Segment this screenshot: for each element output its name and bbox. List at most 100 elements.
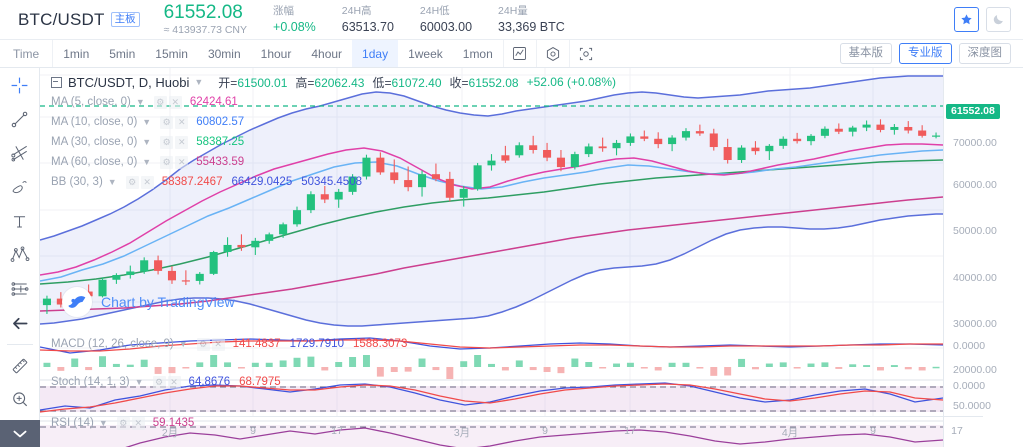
gear-icon[interactable]: ⚙ bbox=[153, 95, 167, 109]
time-axis[interactable]: 2月 9 17 3月 9 17 4月 9 17 bbox=[40, 416, 983, 447]
price-axis[interactable]: 70000.00 60000.00 50000.00 40000.00 3000… bbox=[943, 68, 1023, 447]
price-tick-70000: 70000.00 bbox=[953, 137, 997, 149]
ticker-actions bbox=[954, 7, 1011, 32]
collapse-series-icon[interactable] bbox=[51, 76, 62, 88]
measure-tool-button[interactable] bbox=[0, 349, 40, 383]
ohlc-close: 收=61552.08 bbox=[449, 75, 519, 90]
rsi-panel[interactable] bbox=[40, 421, 943, 447]
gear-icon[interactable]: ⚙ bbox=[160, 115, 174, 129]
tradingview-watermark[interactable]: Chart by TradingView bbox=[62, 287, 235, 317]
collapse-panel-button[interactable] bbox=[0, 420, 40, 447]
crosshair-tool-button[interactable] bbox=[0, 68, 40, 102]
ma10-actions[interactable]: ⚙ ✕ bbox=[160, 115, 189, 129]
snapshot-button[interactable] bbox=[568, 40, 602, 67]
close-icon[interactable]: ✕ bbox=[175, 135, 189, 149]
chart-area[interactable]: 70000.00 60000.00 50000.00 40000.00 3000… bbox=[40, 68, 1023, 447]
pitchfork-tool-button[interactable] bbox=[0, 136, 40, 170]
chevron-down-icon[interactable]: ▼ bbox=[142, 157, 152, 167]
ma5-label: MA (5, close, 0) bbox=[51, 96, 131, 108]
interval-1mon[interactable]: 1mon bbox=[462, 46, 493, 61]
snapshot-icon bbox=[579, 47, 592, 60]
legend-ma5[interactable]: MA (5, close, 0) ▼ ⚙ ✕ 62424.61 bbox=[51, 92, 616, 112]
view-depth-button[interactable]: 深度图 bbox=[958, 43, 1011, 64]
indicator-button[interactable] bbox=[535, 40, 569, 67]
chevron-down-icon[interactable]: ▼ bbox=[135, 97, 145, 107]
chevron-down-icon[interactable]: ▼ bbox=[142, 117, 152, 127]
close-icon[interactable]: ✕ bbox=[131, 416, 145, 430]
bollinger-upper-line bbox=[40, 75, 943, 241]
interval-1hour[interactable]: 1hour bbox=[260, 46, 292, 61]
gear-icon[interactable]: ⚙ bbox=[125, 175, 139, 189]
interval-1week[interactable]: 1week bbox=[408, 46, 443, 61]
indicator-icon bbox=[546, 46, 559, 61]
legend-ma30[interactable]: MA (30, close, 0) ▼ ⚙ ✕ 58387.25 bbox=[51, 132, 616, 152]
chevron-down-icon[interactable]: ▼ bbox=[107, 177, 117, 187]
tradingview-label: Chart by TradingView bbox=[101, 294, 235, 310]
legend-bb[interactable]: BB (30, 3) ▼ ⚙ ✕ 58387.2467 66429.0425 5… bbox=[51, 172, 616, 192]
symbol-group[interactable]: BTC/USDT 主板 bbox=[18, 10, 140, 30]
gear-icon[interactable]: ⚙ bbox=[116, 416, 130, 430]
time-label: Time bbox=[0, 40, 54, 67]
brush-tool-button[interactable] bbox=[0, 170, 40, 204]
zoom-tool-button[interactable] bbox=[0, 383, 40, 417]
gear-icon[interactable]: ⚙ bbox=[160, 135, 174, 149]
stoch-panel[interactable] bbox=[40, 380, 943, 424]
ma60-actions[interactable]: ⚙ ✕ bbox=[160, 155, 189, 169]
close-icon[interactable]: ✕ bbox=[167, 375, 181, 389]
gear-icon[interactable]: ⚙ bbox=[152, 375, 166, 389]
view-basic-button[interactable]: 基本版 bbox=[839, 43, 892, 64]
arrow-tool-button[interactable] bbox=[0, 306, 40, 340]
stat-change-value: +0.08% bbox=[273, 19, 316, 34]
ma30-value: 58387.25 bbox=[196, 136, 245, 148]
close-icon[interactable]: ✕ bbox=[168, 95, 182, 109]
text-tool-button[interactable] bbox=[0, 204, 40, 238]
trend-line-tool-button[interactable] bbox=[0, 102, 40, 136]
position-tool-icon bbox=[11, 282, 28, 296]
view-pro-button[interactable]: 专业版 bbox=[899, 43, 952, 64]
interval-30min[interactable]: 30min bbox=[207, 46, 241, 61]
legend-ma60[interactable]: MA (60, close, 0) ▼ ⚙ ✕ 55433.59 bbox=[51, 152, 616, 172]
ticker-bar: BTC/USDT 主板 61552.08 ≈ 413937.73 CNY 涨幅 … bbox=[0, 0, 1023, 40]
close-icon[interactable]: ✕ bbox=[211, 337, 225, 351]
macd-value-2: 1729.7910 bbox=[289, 338, 344, 350]
chart-type-button[interactable] bbox=[502, 40, 536, 67]
stat-high-label: 24H高 bbox=[341, 4, 372, 17]
bb-actions[interactable]: ⚙ ✕ bbox=[125, 175, 154, 189]
ma5-actions[interactable]: ⚙ ✕ bbox=[153, 95, 182, 109]
interval-5min[interactable]: 5min bbox=[109, 46, 136, 61]
interval-1day[interactable]: 1day bbox=[352, 40, 399, 67]
bb-upper-value: 66429.0425 bbox=[231, 176, 293, 188]
chevron-down-icon[interactable]: ▼ bbox=[194, 77, 204, 87]
macd-actions[interactable]: ⚙ ✕ bbox=[196, 337, 225, 351]
chevron-down-icon[interactable]: ▼ bbox=[134, 377, 144, 387]
interval-15min[interactable]: 15min bbox=[155, 46, 188, 61]
time-tick-0: 2月 bbox=[161, 427, 179, 439]
pattern-tool-button[interactable] bbox=[0, 238, 40, 272]
close-icon[interactable]: ✕ bbox=[175, 115, 189, 129]
close-icon[interactable]: ✕ bbox=[140, 175, 154, 189]
position-tool-button[interactable] bbox=[0, 272, 40, 306]
stoch-actions[interactable]: ⚙ ✕ bbox=[152, 375, 181, 389]
close-icon[interactable]: ✕ bbox=[175, 155, 189, 169]
chevron-down-icon[interactable]: ▼ bbox=[142, 137, 152, 147]
stat-change-label: 涨幅 bbox=[273, 4, 295, 17]
stoch-legend[interactable]: Stoch (14, 1, 3) ▼ ⚙ ✕ 64.8676 68.7975 bbox=[51, 372, 281, 392]
bb-label: BB (30, 3) bbox=[51, 176, 103, 188]
rsi-legend[interactable]: RSI (14) ▼ ⚙ ✕ 59.1435 bbox=[51, 413, 194, 433]
interval-4hour[interactable]: 4hour bbox=[311, 46, 343, 61]
macd-value-3: 1588.3073 bbox=[352, 338, 408, 350]
legend-ma10[interactable]: MA (10, close, 0) ▼ ⚙ ✕ 60802.57 bbox=[51, 112, 616, 132]
chevron-down-icon[interactable]: ▼ bbox=[98, 418, 108, 428]
macd-legend[interactable]: MACD (12, 26, close, 9) ▼ ⚙ ✕ 141.4837 1… bbox=[51, 334, 407, 354]
interval-1min[interactable]: 1min bbox=[63, 46, 90, 61]
gear-icon[interactable]: ⚙ bbox=[196, 337, 210, 351]
favorite-button[interactable] bbox=[954, 7, 979, 32]
last-price: 61552.08 bbox=[163, 1, 243, 23]
legend-title-row[interactable]: BTC/USDT, D, Huobi ▼ 开=61500.01 高=62062.… bbox=[51, 72, 616, 92]
chevron-down-icon[interactable]: ▼ bbox=[178, 339, 188, 349]
rsi-actions[interactable]: ⚙ ✕ bbox=[116, 416, 145, 430]
ma30-actions[interactable]: ⚙ ✕ bbox=[160, 135, 189, 149]
gear-icon[interactable]: ⚙ bbox=[160, 155, 174, 169]
theme-toggle-button[interactable] bbox=[986, 7, 1011, 32]
macd-panel[interactable] bbox=[40, 333, 943, 383]
